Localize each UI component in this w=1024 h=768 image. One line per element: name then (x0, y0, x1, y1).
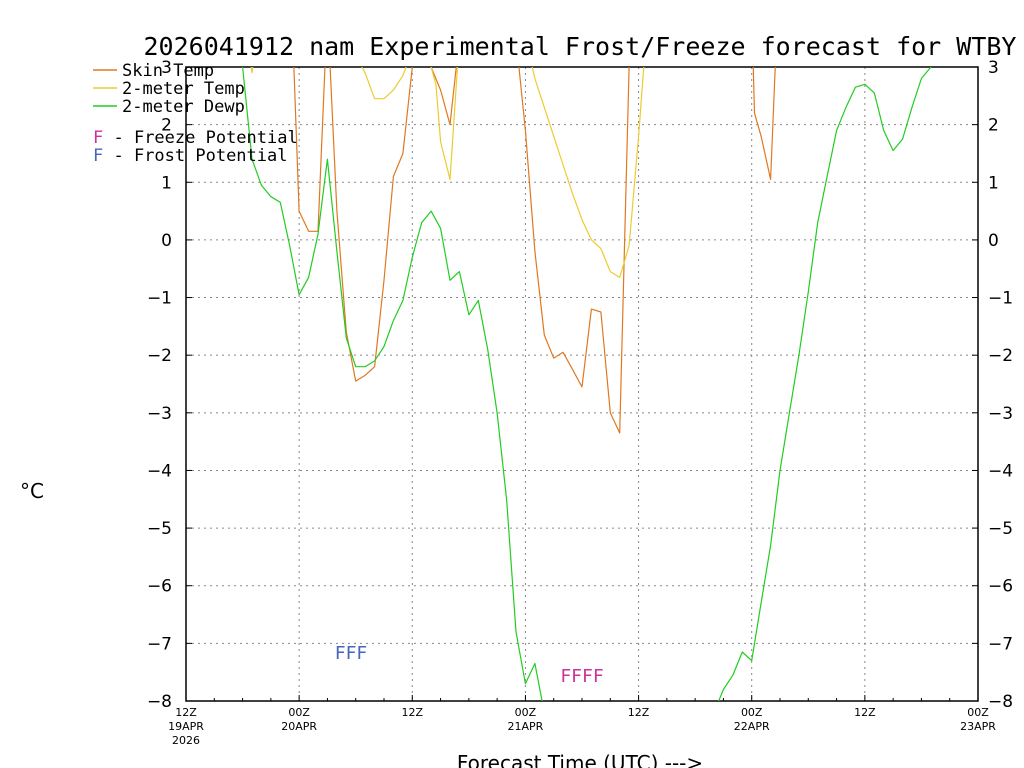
potential-legend-text: - Frost Potential (103, 146, 287, 166)
y-tick-label-right: −5 (988, 519, 1013, 539)
y-tick-label-right: −3 (988, 404, 1013, 424)
potential-legend-entry: F - Freeze Potential (93, 128, 298, 148)
y-tick-label-left: −3 (147, 404, 172, 424)
x-tick-date: 19APR (168, 720, 204, 733)
y-axis-right: −8 −7 −6 −5 −4 −3 −2 −1 0 1 2 3 (972, 58, 1013, 712)
x-tick-label: 12Z (175, 706, 197, 719)
y-tick-label-left: 0 (161, 231, 172, 251)
x-tick-date: 21APR (508, 720, 544, 733)
y-tick-label-right: −8 (988, 692, 1013, 712)
x-tick-label: 00Z (288, 706, 310, 719)
y-tick-label-left: −8 (147, 692, 172, 712)
y-tick-label-left: −2 (147, 346, 172, 366)
y-tick-label-right: −4 (988, 461, 1013, 481)
y-tick-label-right: 0 (988, 231, 999, 251)
y-tick-label-left: −6 (147, 577, 172, 597)
y-tick-label-left: −5 (147, 519, 172, 539)
x-axis-label: Forecast Time (UTC) ---> (457, 751, 703, 768)
x-tick-date: 20APR (281, 720, 317, 733)
legend-label: 2-meter Dewp (122, 97, 245, 117)
x-tick-date: 22APR (734, 720, 770, 733)
y-tick-label-left: 3 (161, 58, 172, 78)
grid-lines (186, 67, 978, 701)
y-tick-label-left: 2 (161, 116, 172, 136)
y-tick-label-right: −6 (988, 577, 1013, 597)
potential-legend-letter: F (93, 128, 103, 148)
y-tick-label-right: −2 (988, 346, 1013, 366)
x-tick-label: 00Z (515, 706, 537, 719)
x-tick-label: 12Z (628, 706, 650, 719)
chart-title: 2026041912 nam Experimental Frost/Freeze… (144, 32, 1017, 61)
y-tick-label-right: 2 (988, 116, 999, 136)
series-line-2-meter-dewp (242, 67, 932, 701)
y-axis-label: °C (20, 479, 44, 503)
x-tick-label: 12Z (854, 706, 876, 719)
potential-legend-letter: F (93, 146, 103, 166)
y-tick-label-right: 3 (988, 58, 999, 78)
y-tick-label-left: 1 (161, 173, 172, 193)
legend-label: Skin Temp (122, 61, 214, 81)
series-line-skin-temp (293, 67, 776, 434)
y-tick-label-right: −7 (988, 634, 1013, 654)
y-tick-label-left: −4 (147, 461, 172, 481)
y-tick-label-right: −1 (988, 289, 1013, 309)
frost-marks: FFF (335, 643, 368, 664)
x-tick-year: 2026 (172, 734, 200, 747)
x-tick-label: 12Z (402, 706, 424, 719)
x-tick-label: 00Z (967, 706, 989, 719)
y-tick-label-left: −1 (147, 289, 172, 309)
legend-label: 2-meter Temp (122, 79, 245, 99)
y-axis-left: −8 −7 −6 −5 −4 −3 −2 −1 0 1 2 3 (147, 58, 192, 712)
x-tick-date: 23APR (960, 720, 996, 733)
freeze-marks: FFFF (560, 666, 603, 687)
potential-legend-entry: F - Frost Potential (93, 146, 287, 166)
series-line-2-meter-temp (250, 67, 645, 278)
potential-legend-text: - Freeze Potential (103, 128, 297, 148)
x-tick-label: 00Z (741, 706, 763, 719)
series-group (242, 67, 932, 701)
y-tick-label-left: −7 (147, 634, 172, 654)
y-tick-label-right: 1 (988, 173, 999, 193)
